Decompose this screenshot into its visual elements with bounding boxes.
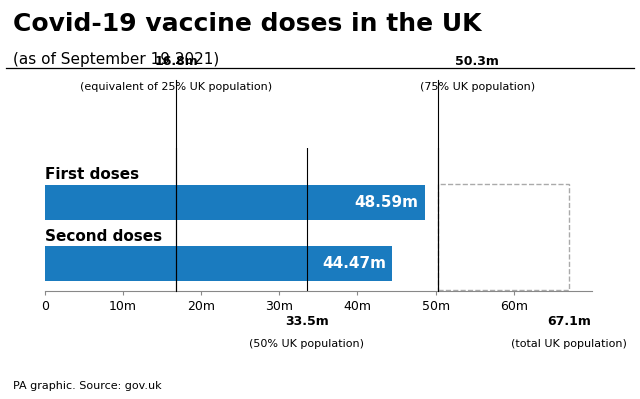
Bar	[45, 246, 392, 281]
Text: PA graphic. Source: gov.uk: PA graphic. Source: gov.uk	[13, 381, 161, 391]
Text: (as of September 19 2021): (as of September 19 2021)	[13, 52, 219, 67]
Text: 44.47m: 44.47m	[322, 256, 386, 271]
Text: 50.3m: 50.3m	[455, 55, 499, 68]
Text: 48.59m: 48.59m	[355, 195, 419, 210]
Text: 16.8m: 16.8m	[154, 55, 198, 68]
Text: 67.1m: 67.1m	[547, 315, 591, 328]
Text: Second doses: Second doses	[45, 229, 162, 244]
Text: Covid-19 vaccine doses in the UK: Covid-19 vaccine doses in the UK	[13, 12, 481, 36]
Text: 33.5m: 33.5m	[285, 315, 328, 328]
Bar	[438, 184, 570, 290]
Text: (total UK population): (total UK population)	[511, 339, 627, 349]
Text: (75% UK population): (75% UK population)	[420, 82, 534, 92]
Text: (equivalent of 25% UK population): (equivalent of 25% UK population)	[80, 82, 272, 92]
Text: (50% UK population): (50% UK population)	[249, 339, 364, 349]
Bar	[45, 185, 424, 220]
Text: First doses: First doses	[45, 168, 139, 182]
